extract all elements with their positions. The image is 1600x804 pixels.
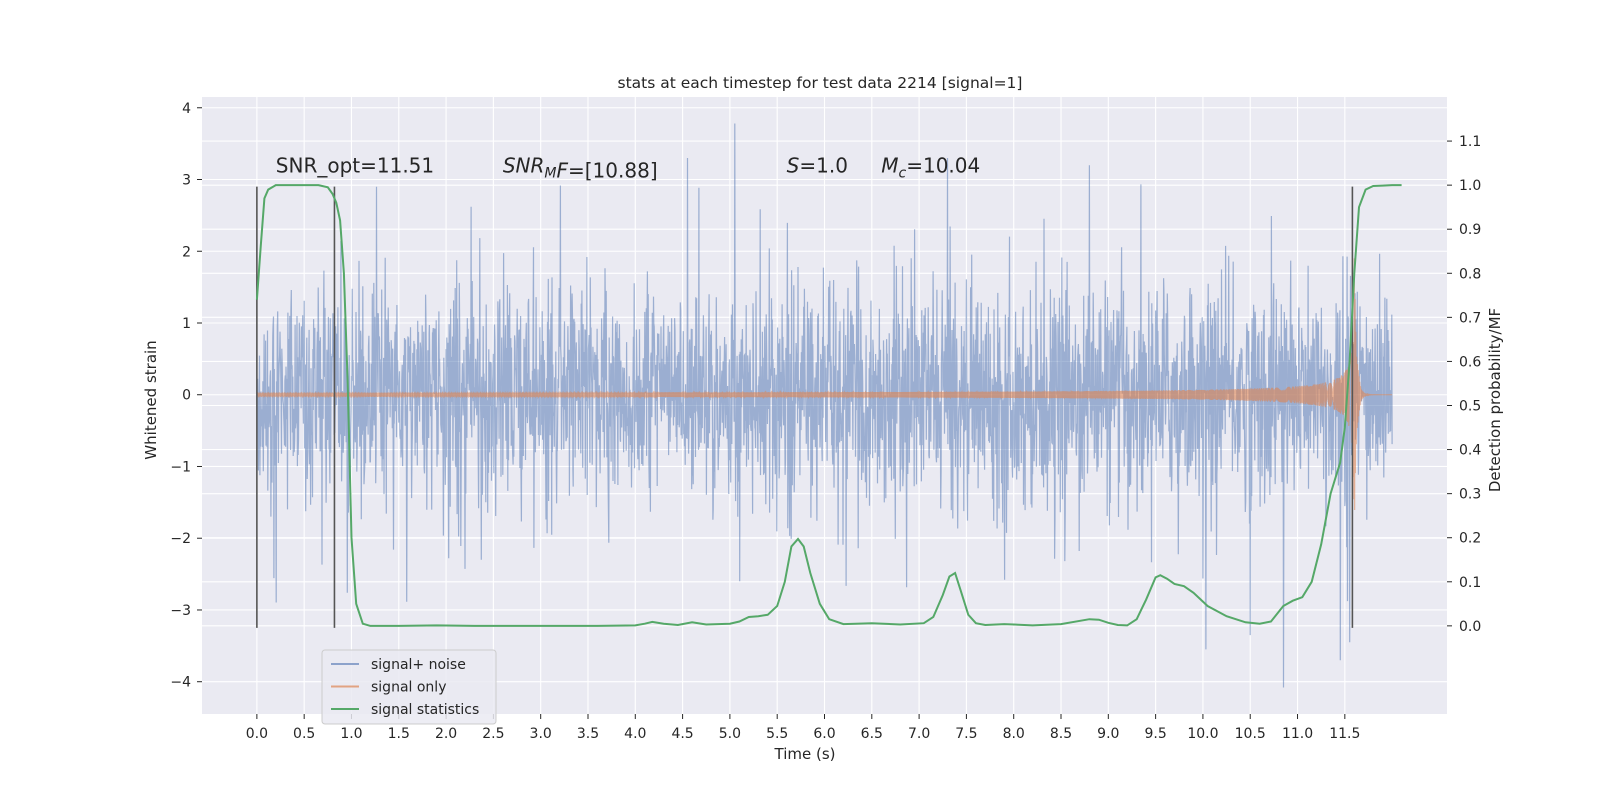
x-tick-label-2: 1.0 (340, 726, 362, 742)
y-left-tick-label-6: 2 (182, 244, 191, 260)
y-right-tick-label-5: 0.5 (1459, 399, 1481, 415)
annotation-0: SNR_opt=11.51 (276, 153, 434, 177)
x-tick-label-6: 3.0 (530, 726, 552, 742)
chart-title: stats at each timestep for test data 221… (618, 74, 1023, 92)
annotations: SNR_opt=11.51 SNRMF=[10.88] S=1.0 Mc=10.04 (276, 153, 980, 182)
vertical-markers (256, 186, 1354, 628)
y-left-tick-label-4: 0 (182, 388, 191, 404)
y-left-tick-label-0: −4 (170, 675, 191, 691)
annotation-1: SNRMF=[10.88] (503, 153, 658, 182)
x-tick-label-22: 11.0 (1282, 726, 1313, 742)
y-right-tick-label-3: 0.3 (1459, 487, 1481, 503)
annotation-3: Mc=10.04 (881, 153, 980, 181)
x-tick-label-3: 1.5 (388, 726, 410, 742)
y-left-tick-label-1: −3 (170, 603, 191, 619)
x-tick-label-11: 5.5 (766, 726, 788, 742)
x-tick-label-19: 9.5 (1144, 726, 1166, 742)
signal-noise-line (256, 123, 1393, 688)
x-tick-label-15: 7.5 (955, 726, 977, 742)
x-tick-label-23: 11.5 (1329, 726, 1360, 742)
legend: signal+ noise signal only signal statistic… (321, 649, 497, 725)
x-tick-label-17: 8.5 (1050, 726, 1072, 742)
y-right-tick-label-4: 0.4 (1459, 443, 1481, 459)
y-right-tick-label-6: 0.6 (1459, 354, 1481, 370)
x-tick-label-4: 2.0 (435, 726, 457, 742)
x-tick-label-20: 10.0 (1187, 726, 1218, 742)
series-signal-statistics (255, 184, 1402, 627)
axes: 0.0 0.5 1.0 1.5 2.0 2.5 3.0 3.5 4.0 4.5 5.0 5.5 6.0 6… (170, 101, 1481, 742)
x-tick-label-0: 0.0 (246, 726, 268, 742)
x-tick-label-21: 10.5 (1235, 726, 1266, 742)
x-tick-label-1: 0.5 (293, 726, 315, 742)
legend-label-0: signal+ noise (371, 657, 466, 673)
annotation-2: S=1.0 (787, 153, 848, 177)
signal-statistics-line (255, 184, 1402, 627)
x-axis-label: Time (s) (774, 745, 836, 763)
legend-label-2: signal statistics (371, 702, 479, 718)
series-signal-noise (256, 123, 1393, 688)
x-tick-label-10: 5.0 (719, 726, 741, 742)
x-tick-label-8: 4.0 (624, 726, 646, 742)
x-tick-label-14: 7.0 (908, 726, 930, 742)
y-right-tick-label-0: 0.0 (1459, 619, 1481, 635)
x-tick-label-7: 3.5 (577, 726, 599, 742)
y-left-tick-label-7: 3 (182, 173, 191, 189)
x-tick-label-9: 4.5 (671, 726, 693, 742)
series-signal-only (256, 258, 1393, 510)
y-right-tick-label-8: 0.8 (1459, 266, 1481, 282)
y-left-tick-label-3: −1 (170, 459, 191, 475)
x-tick-label-12: 6.0 (813, 726, 835, 742)
y-right-tick-label-1: 0.1 (1459, 575, 1481, 591)
legend-label-1: signal only (371, 680, 446, 696)
signal-only-line (256, 258, 1393, 510)
x-tick-label-16: 8.0 (1003, 726, 1025, 742)
y-left-tick-label-2: −2 (170, 531, 191, 547)
y-right-tick-label-10: 1.0 (1459, 178, 1481, 194)
y-left-axis-label: Whitened strain (142, 340, 160, 459)
y-right-tick-label-9: 0.9 (1459, 222, 1481, 238)
y-left-tick-label-5: 1 (182, 316, 191, 332)
y-right-tick-label-2: 0.2 (1459, 531, 1481, 547)
x-tick-label-18: 9.0 (1097, 726, 1119, 742)
y-right-tick-label-7: 0.7 (1459, 310, 1481, 326)
y-left-tick-label-8: 4 (182, 101, 191, 117)
legend-box (321, 649, 497, 725)
x-tick-label-5: 2.5 (482, 726, 504, 742)
y-right-tick-label-11: 1.1 (1459, 134, 1481, 150)
x-tick-label-13: 6.5 (861, 726, 883, 742)
y-right-axis-label: Detection probability/MF (1486, 308, 1504, 492)
